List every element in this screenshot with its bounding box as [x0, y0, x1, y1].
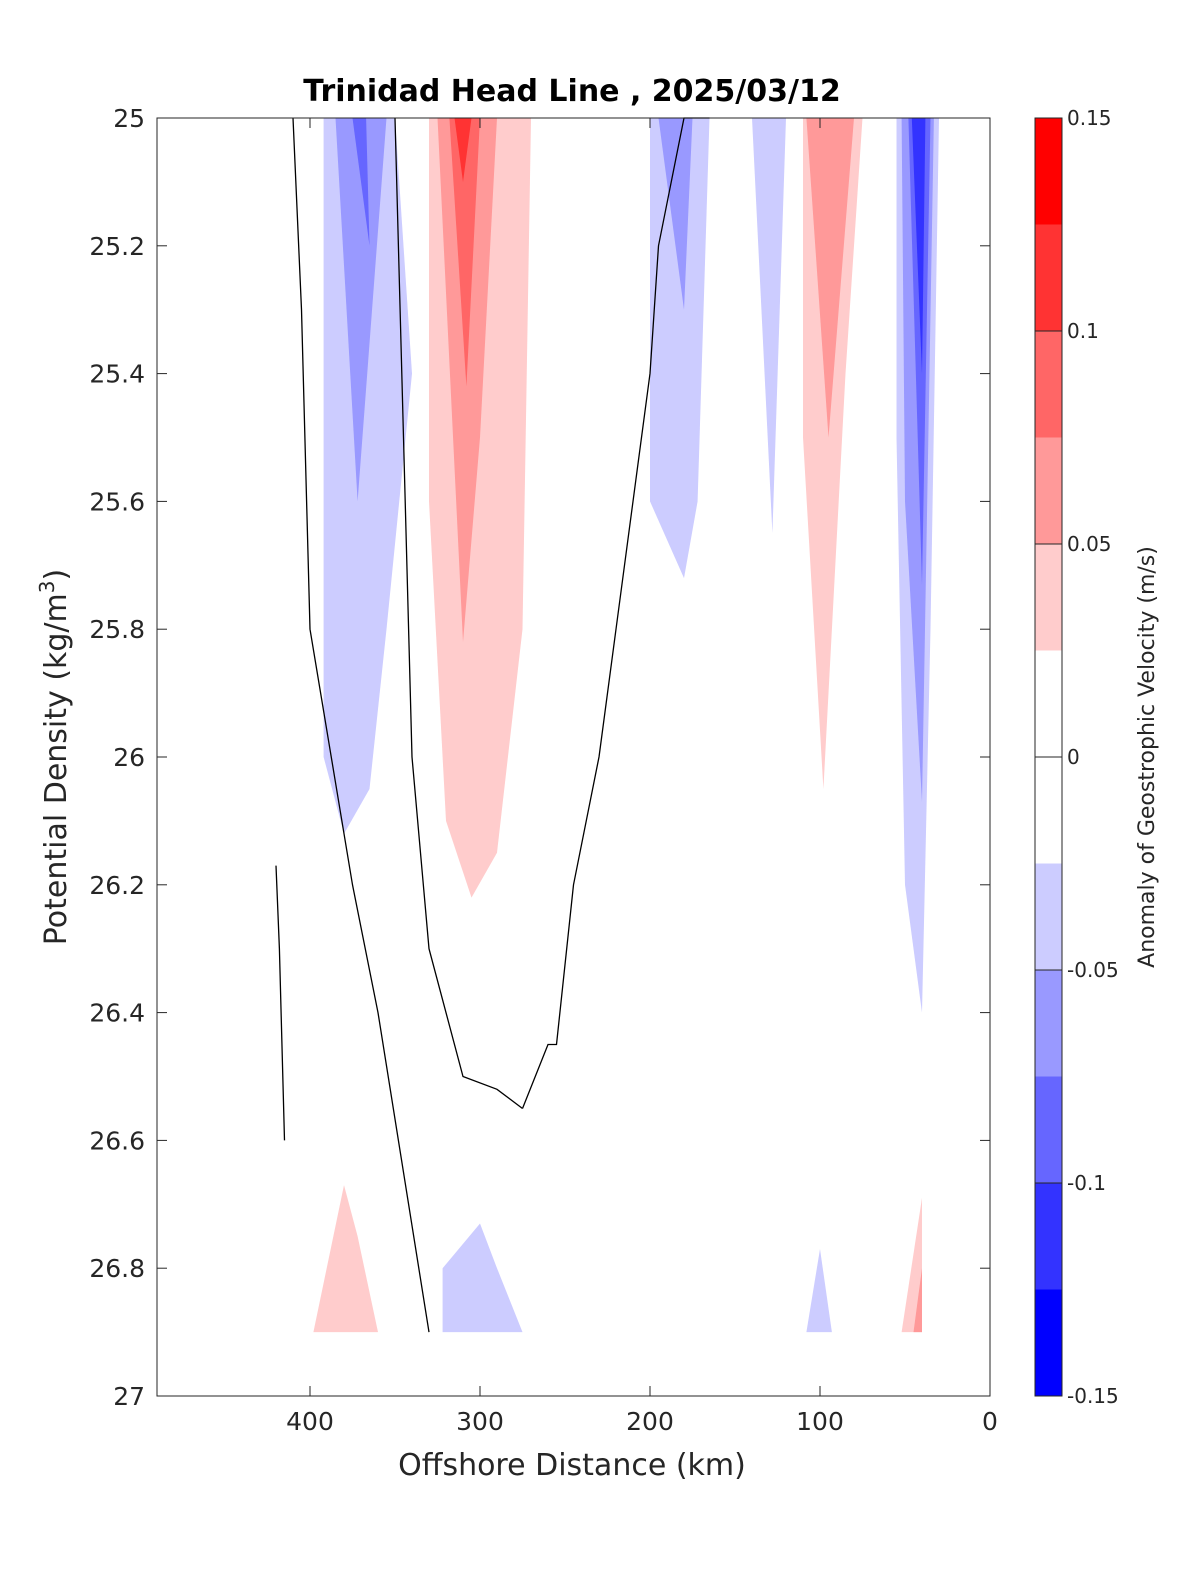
plot-background	[157, 118, 990, 1396]
filled-region-10	[803, 118, 863, 789]
colorbar-band	[1035, 970, 1062, 1077]
colorbar-label: Anomaly of Geostrophic Velocity (m/s)	[1135, 546, 1160, 968]
filled-region-1	[335, 118, 387, 502]
y-tick-label: 25.8	[89, 615, 145, 644]
filled-region-7	[650, 118, 710, 579]
filled-contours	[313, 118, 939, 1333]
y-tick-label: 26	[113, 743, 145, 772]
x-axis: 400 300 200 100 0	[286, 118, 998, 1436]
colorbar-tick-label: -0.1	[1067, 1171, 1106, 1195]
colorbar-band	[1035, 224, 1062, 332]
colorbar-band	[1035, 1289, 1062, 1397]
plot-area	[156, 117, 991, 1397]
colorbar-band	[1035, 650, 1062, 758]
filled-region-8	[658, 118, 693, 310]
y-tick-label: 25.2	[89, 232, 145, 261]
y-tick-label: 26.2	[89, 871, 145, 900]
y-tick-label: 26.4	[89, 999, 145, 1028]
colorbar-band	[1035, 1183, 1062, 1290]
filled-region-14	[908, 118, 931, 585]
colorbar-band	[1035, 863, 1062, 971]
y-tick-label: 25	[113, 104, 145, 133]
filled-region-18	[806, 1249, 832, 1333]
filled-region-19	[901, 1197, 922, 1333]
filled-region-0	[323, 118, 412, 834]
y-axis-label: Potential Density (kg/m3)	[35, 569, 74, 945]
y-tick-label: 25.6	[89, 487, 145, 516]
contour-line-1	[394, 117, 523, 1110]
contour-line-3	[275, 865, 286, 1141]
filled-region-11	[806, 118, 854, 438]
colorbar-band	[1035, 118, 1062, 225]
filled-region-6	[454, 118, 472, 182]
y-tick-label: 26.8	[89, 1254, 145, 1283]
colorbar-tick-label: 0.05	[1067, 532, 1112, 556]
x-axis-label: Offshore Distance (km)	[398, 1448, 746, 1483]
colorbar-tick-label: 0.15	[1067, 106, 1112, 130]
filled-region-2	[352, 118, 370, 246]
colorbar-band	[1035, 1076, 1062, 1184]
filled-region-16	[313, 1185, 378, 1333]
y-tick-label: 26.6	[89, 1126, 145, 1155]
x-tick-label: 300	[456, 1407, 504, 1436]
y-tick-label: 27	[113, 1382, 145, 1411]
filled-region-5	[449, 118, 480, 387]
filled-region-9	[752, 118, 786, 534]
colorbar-band	[1035, 437, 1062, 545]
colorbar-band	[1035, 544, 1062, 651]
filled-region-17	[442, 1223, 523, 1333]
filled-region-15	[911, 118, 926, 374]
y-tick-label: 25.4	[89, 360, 145, 389]
x-tick-label: 100	[796, 1407, 844, 1436]
contour-line-0	[292, 117, 430, 1333]
y-axis: 25 25.2 25.4 25.6 25.8 26 26.2 26.4 26.6 26.8 27	[89, 104, 990, 1411]
colorbar-band	[1035, 331, 1062, 438]
colorbar-tick-label: 0.1	[1067, 319, 1099, 343]
x-tick-label: 200	[626, 1407, 674, 1436]
colorbar-tick-label: -0.15	[1067, 1384, 1119, 1408]
colorbar: 0.15 0.1 0.05 0 -0.05 -0.1 -0.15	[1034, 106, 1119, 1408]
filled-region-20	[913, 1268, 922, 1333]
filled-region-4	[437, 118, 497, 642]
colorbar-band	[1035, 757, 1062, 864]
x-tick-label: 0	[982, 1407, 998, 1436]
x-tick-label: 400	[286, 1407, 334, 1436]
colorbar-tick-label: -0.05	[1067, 958, 1119, 982]
colorbar-tick-label: 0	[1067, 745, 1080, 769]
chart-title: Trinidad Head Line , 2025/03/12	[303, 74, 840, 109]
